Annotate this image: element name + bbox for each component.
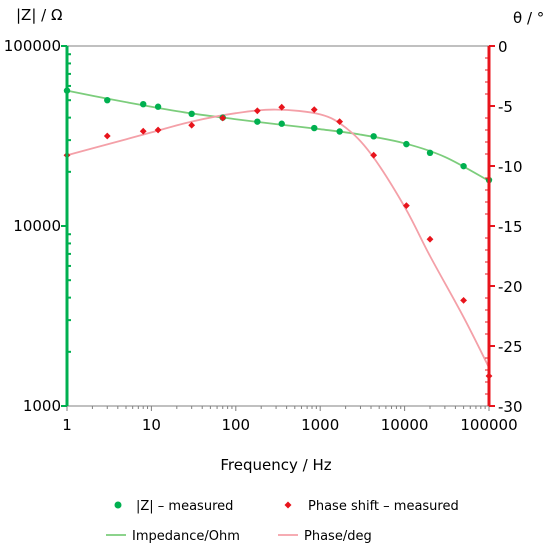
x-tick-label: 10000 xyxy=(381,416,429,434)
impedance-point xyxy=(426,149,434,157)
x-tick-label: 10 xyxy=(142,416,161,434)
impedance-fit-line xyxy=(66,89,490,182)
y-right-tick-label: -25 xyxy=(498,338,523,356)
legend-marker xyxy=(284,501,292,509)
curves-layer xyxy=(66,89,490,369)
legend-item-impedance-measured: |Z| – measured xyxy=(114,499,233,514)
impedance-point xyxy=(278,120,285,127)
y-right-tick-label: 0 xyxy=(498,38,508,56)
phase-point xyxy=(103,132,111,140)
phase-point xyxy=(253,107,261,115)
left-axis-title: |Z| / Ω xyxy=(16,6,62,24)
x-axis-title: Frequency / Hz xyxy=(220,456,331,474)
legend-label: |Z| – measured xyxy=(136,499,233,514)
impedance-point xyxy=(336,128,343,135)
impedance-point xyxy=(460,162,467,170)
impedance-point xyxy=(370,133,377,140)
legend-label: Impedance/Ohm xyxy=(132,529,240,544)
legend-marker xyxy=(114,501,122,509)
phase-point xyxy=(219,114,227,122)
phase-point xyxy=(154,126,162,134)
y-right-tick-label: -30 xyxy=(498,398,523,416)
impedance-point xyxy=(104,96,111,104)
impedance-point xyxy=(154,103,162,110)
phase-point xyxy=(278,103,286,111)
y-right-tick-label: -15 xyxy=(498,218,523,236)
phase-point xyxy=(188,121,196,129)
legend-label: Phase shift – measured xyxy=(308,499,459,514)
legend-item-phase-measured: Phase shift – measured xyxy=(284,499,459,514)
x-tick-label: 1000 xyxy=(301,416,339,434)
legend-label: Phase/deg xyxy=(304,529,372,544)
phase-point xyxy=(310,106,318,113)
phase-point xyxy=(370,151,378,159)
axes-layer xyxy=(65,45,491,407)
legend: |Z| – measured Phase shift – measured Impe… xyxy=(106,499,459,544)
phase-point xyxy=(402,202,410,209)
x-tick-label: 1 xyxy=(62,416,72,434)
impedance-point xyxy=(140,100,147,108)
phase-point xyxy=(426,235,434,243)
y-right-tick-label: -5 xyxy=(498,98,513,116)
impedance-point xyxy=(403,140,410,148)
impedance-point xyxy=(311,124,318,132)
phase-point xyxy=(336,118,344,125)
legend-item-phase-fit: Phase/deg xyxy=(278,529,372,544)
y-right-tick-label: -10 xyxy=(498,158,523,176)
y-right-tick-label: -20 xyxy=(498,278,523,296)
legend-item-impedance-fit: Impedance/Ohm xyxy=(106,529,240,544)
impedance-point xyxy=(188,110,195,118)
phase-fit-line xyxy=(66,108,490,369)
y-left-tick-label: 10000 xyxy=(13,217,61,235)
impedance-point xyxy=(254,118,261,125)
y-left-tick-label: 100000 xyxy=(4,37,61,55)
y-left-tick-label: 1000 xyxy=(23,397,61,415)
x-tick-label: 100000 xyxy=(460,416,517,434)
ticks-layer: 1 10 100 1000 10000 100000 1000 10000 100000 0 -5 -… xyxy=(4,37,523,434)
phase-point xyxy=(139,127,147,135)
phase-point xyxy=(460,297,467,304)
x-tick-label: 100 xyxy=(221,416,250,434)
right-axis-title: θ / ° xyxy=(513,9,544,27)
markers-layer xyxy=(63,87,493,380)
